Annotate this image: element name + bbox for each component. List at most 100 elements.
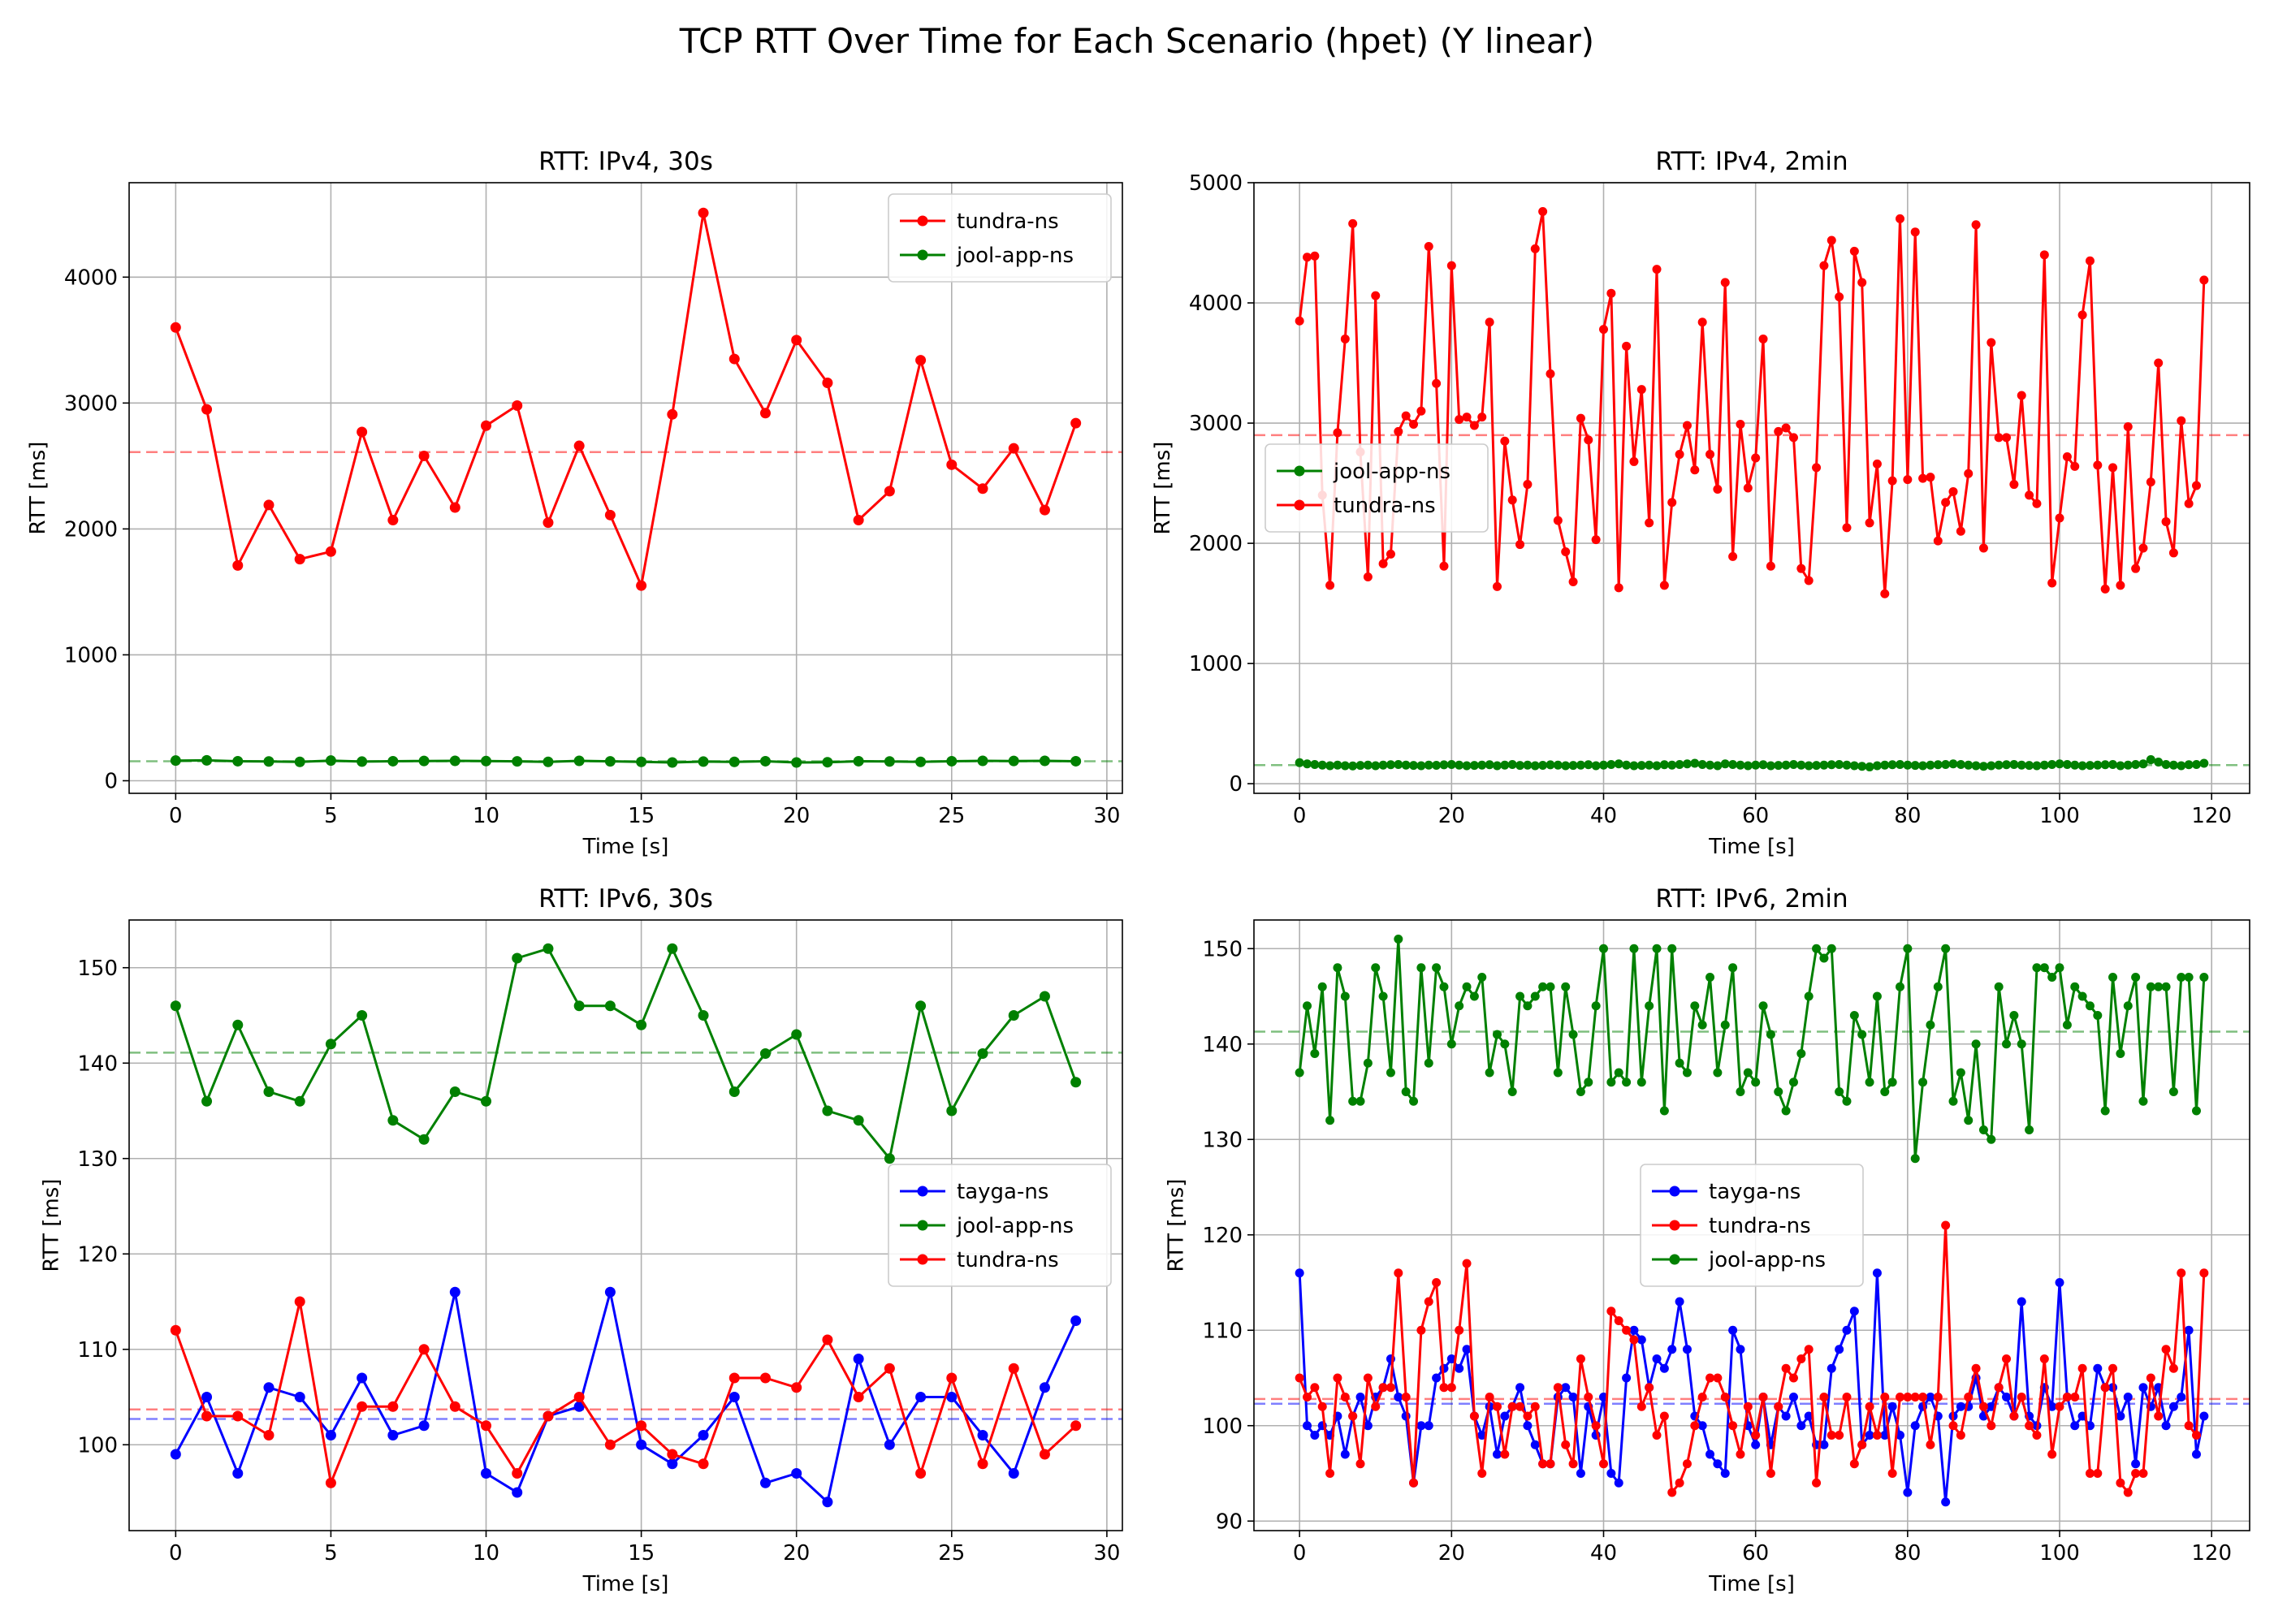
data-point-jool-app-ns [636, 756, 647, 767]
data-point-jool-app-ns [1903, 760, 1913, 770]
data-point-tayga-ns [1880, 1431, 1890, 1440]
data-point-jool-app-ns [2062, 759, 2072, 769]
data-point-tundra-ns [1477, 1469, 1487, 1478]
legend-marker [917, 1186, 928, 1197]
data-point-tundra-ns [1622, 1325, 1632, 1335]
legend-box [888, 193, 1112, 283]
data-point-tundra-ns [2093, 460, 2103, 470]
data-point-tayga-ns [2168, 1402, 2178, 1411]
data-point-jool-app-ns [1933, 760, 1943, 770]
data-point-tundra-ns [1971, 220, 1981, 230]
x-tick-label: 60 [1742, 804, 1769, 828]
axes-frame [1253, 182, 2250, 794]
x-tick-label: 0 [169, 1541, 183, 1566]
data-point-jool-app-ns [449, 755, 460, 767]
data-point-tundra-ns [1629, 456, 1639, 466]
data-point-tundra-ns [1416, 1325, 1426, 1335]
plot-area [1254, 935, 2250, 1507]
data-point-jool-app-ns [1743, 1068, 1753, 1078]
data-point-tayga-ns [822, 1497, 833, 1508]
data-point-jool-app-ns [1812, 944, 1822, 953]
series-line-jool-app-ns [175, 758, 1076, 764]
data-point-jool-app-ns [1819, 760, 1829, 770]
data-point-tundra-ns [1697, 317, 1707, 327]
data-point-jool-app-ns [1880, 760, 1890, 770]
y-tick-label: 120 [1202, 1224, 1243, 1248]
data-point-tundra-ns [2161, 516, 2171, 526]
data-point-jool-app-ns [1918, 761, 1928, 771]
data-point-tundra-ns [573, 440, 585, 451]
legend-label: tundra-ns [957, 209, 1059, 234]
data-point-tundra-ns [232, 1410, 244, 1422]
data-point-tundra-ns [1303, 1393, 1312, 1402]
data-point-jool-app-ns [1933, 982, 1943, 991]
y-tick-label: 2000 [64, 517, 118, 542]
data-point-tundra-ns [853, 515, 864, 526]
data-point-jool-app-ns [2100, 1106, 2110, 1116]
data-point-tayga-ns [1910, 1421, 1920, 1431]
data-point-tayga-ns [884, 1439, 895, 1450]
data-point-tundra-ns [2191, 481, 2201, 490]
data-point-jool-app-ns [2047, 759, 2057, 769]
data-point-tundra-ns [1416, 406, 1426, 416]
data-point-tayga-ns [728, 1392, 740, 1402]
data-point-tundra-ns [2138, 1469, 2148, 1478]
plot-area [129, 207, 1122, 768]
data-point-tundra-ns [1606, 288, 1616, 298]
data-point-tundra-ns [1310, 1383, 1320, 1393]
data-point-tayga-ns [1455, 1363, 1464, 1373]
x-tick-label: 120 [2191, 804, 2232, 828]
data-point-tundra-ns [1636, 385, 1646, 395]
data-point-tundra-ns [1333, 428, 1342, 438]
data-point-tundra-ns [1008, 1363, 1019, 1374]
data-point-tundra-ns [2002, 433, 2012, 443]
y-tick-label: 90 [1216, 1510, 1243, 1534]
data-point-tundra-ns [1812, 1478, 1822, 1488]
legend: tundra-ns jool-app-ns [888, 193, 1112, 283]
data-point-jool-app-ns [1333, 760, 1342, 770]
data-point-tundra-ns [1515, 540, 1525, 550]
data-point-jool-app-ns [1788, 1078, 1798, 1087]
data-point-tundra-ns [1994, 433, 2004, 443]
data-point-tundra-ns [1857, 278, 1867, 287]
data-point-tayga-ns [1363, 1421, 1373, 1431]
data-point-tayga-ns [1523, 1421, 1533, 1431]
y-tick-label: 100 [1202, 1415, 1243, 1439]
data-point-jool-app-ns [1971, 761, 1981, 771]
data-point-jool-app-ns [2199, 758, 2209, 768]
data-point-tundra-ns [1941, 1220, 1951, 1230]
data-point-jool-app-ns [1416, 761, 1426, 771]
y-tick-label: 0 [1229, 772, 1243, 797]
legend-label: tundra-ns [957, 1248, 1059, 1272]
x-tick-label: 15 [628, 1541, 655, 1566]
data-point-tayga-ns [1682, 1345, 1692, 1354]
x-tick-label: 120 [2191, 1541, 2232, 1566]
data-point-jool-app-ns [1355, 1096, 1365, 1106]
data-point-tundra-ns [1766, 561, 1775, 571]
data-point-jool-app-ns [1918, 1078, 1928, 1087]
data-point-jool-app-ns [1926, 1020, 1935, 1030]
data-point-jool-app-ns [2085, 1001, 2095, 1011]
legend-label: tundra-ns [1709, 1214, 1811, 1238]
data-point-tundra-ns [1903, 1393, 1913, 1402]
data-point-jool-app-ns [1629, 761, 1639, 771]
y-tick-label: 150 [1202, 937, 1243, 961]
data-point-tundra-ns [1546, 369, 1555, 378]
y-axis-label: RTT [ms] [26, 442, 50, 535]
data-point-jool-app-ns [1310, 759, 1320, 769]
data-point-tundra-ns [1553, 1383, 1563, 1393]
data-point-tayga-ns [1895, 1431, 1904, 1440]
data-point-tundra-ns [1903, 475, 1913, 485]
data-point-tundra-ns [1652, 1431, 1662, 1440]
data-point-tundra-ns [1774, 426, 1783, 436]
data-point-tundra-ns [1849, 1459, 1859, 1469]
data-point-tayga-ns [1713, 1459, 1723, 1469]
data-point-tundra-ns [2131, 1469, 2141, 1478]
data-point-tundra-ns [1507, 1402, 1517, 1411]
data-point-tayga-ns [1675, 1297, 1684, 1307]
data-point-tayga-ns [449, 1286, 460, 1298]
data-point-jool-app-ns [1378, 991, 1388, 1001]
data-point-tayga-ns [1303, 1421, 1312, 1431]
y-tick-label: 0 [104, 769, 118, 793]
data-point-tundra-ns [2070, 1393, 2080, 1402]
